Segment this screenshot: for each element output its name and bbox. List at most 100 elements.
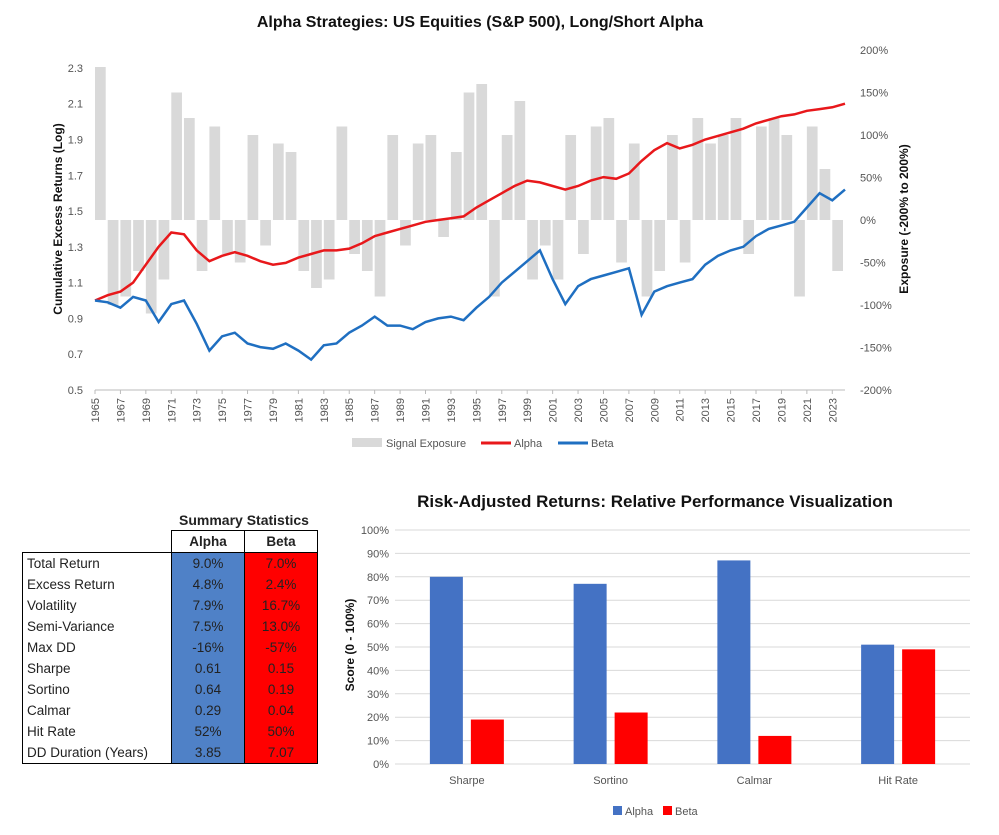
exposure-bar: [450, 152, 462, 220]
chart-axes: 0.5 0.7 0.9 1.1 1.3 1.5 1.7 1.9 2.1 2.3 -200% -150%…: [68, 45, 892, 422]
bar-legend: Alpha Beta: [613, 806, 699, 818]
exposure-bar: [349, 220, 360, 254]
y-tick-label: 0.7: [68, 349, 83, 361]
header-alpha: Alpha: [171, 530, 245, 553]
exposure-bar: [158, 220, 170, 280]
x-tick-label: 2017: [751, 398, 763, 422]
table-row: Calmar 0.29 0.04: [22, 700, 318, 721]
beta-value: 16.7%: [244, 595, 318, 616]
alpha-value: 52%: [171, 721, 245, 742]
exposure-bar: [590, 126, 602, 220]
bar-y-axis-label: Score (0 - 100%): [343, 599, 357, 692]
y-tick-label: 90%: [367, 548, 389, 560]
exposure-bar: [133, 220, 144, 271]
exposure-bar: [222, 220, 233, 254]
y2-tick-label: 0%: [860, 215, 876, 227]
row-label: Semi-Variance: [22, 616, 172, 637]
x-tick-label: 2013: [700, 398, 712, 422]
y-tick-label: 40%: [367, 665, 389, 677]
x-tick-label: 2019: [776, 398, 788, 422]
x-tick-label: 1985: [344, 398, 356, 422]
exposure-bar: [361, 220, 373, 271]
x-tick-label: 2007: [624, 398, 636, 422]
x-tick-label: 1977: [243, 398, 255, 422]
bar-axes: 0% 10% 20% 30% 40% 50% 60% 70% 80% 90% 100% Sharpe S…: [361, 525, 918, 787]
exposure-bars: [95, 67, 843, 314]
x-tick-label: 1997: [497, 398, 509, 422]
exposure-bar: [679, 220, 691, 263]
exposure-bar: [95, 67, 106, 220]
exposure-bar: [501, 135, 513, 220]
exposure-bar: [400, 220, 411, 246]
beta-value: 0.15: [244, 658, 318, 679]
y2-tick-label: -150%: [860, 343, 892, 355]
x-tick-label: 1983: [319, 398, 331, 422]
beta-value: 7.0%: [244, 552, 318, 574]
alpha-value: 0.29: [171, 700, 245, 721]
exposure-bar: [654, 220, 666, 271]
exposure-bar: [616, 220, 627, 263]
legend-label-exposure: Signal Exposure: [386, 438, 466, 450]
exposure-bar: [311, 220, 322, 288]
bar-alpha-hit-rate: [861, 644, 895, 764]
table-row: Excess Return 4.8% 2.4%: [22, 574, 318, 595]
x-tick-label: 2015: [726, 398, 738, 422]
x-tick-label: 2023: [827, 398, 839, 422]
beta-value: 0.04: [244, 700, 318, 721]
row-label: DD Duration (Years): [22, 742, 172, 764]
beta-value: 13.0%: [244, 616, 318, 637]
beta-value: 50%: [244, 721, 318, 742]
x-tick-label: 1995: [471, 398, 483, 422]
y2-tick-label: 200%: [860, 45, 888, 57]
y2-tick-label: 150%: [860, 88, 888, 100]
exposure-bar: [463, 92, 475, 220]
alpha-value: -16%: [171, 637, 245, 658]
y-tick-label: 1.5: [68, 206, 83, 218]
summary-title: Summary Statistics: [179, 512, 309, 528]
exposure-bar: [336, 126, 348, 220]
summary-table: Alpha Beta Total Return 9.0% 7.0% Excess R…: [22, 530, 318, 764]
exposure-bar: [438, 220, 449, 237]
bar-marks: [429, 560, 936, 764]
exposure-bar: [527, 220, 538, 280]
exposure-bar: [832, 220, 843, 271]
x-tick-label: 2003: [573, 398, 585, 422]
exposure-bar: [171, 92, 182, 220]
bar-alpha-sharpe: [429, 576, 463, 764]
y2-tick-label: 100%: [860, 130, 888, 142]
x-tick-label: Sharpe: [449, 775, 484, 787]
table-row: Total Return 9.0% 7.0%: [22, 552, 318, 574]
beta-line: [94, 188, 846, 362]
x-tick-label: 1981: [293, 398, 305, 422]
exposure-bar: [298, 220, 310, 271]
x-tick-label: Calmar: [737, 775, 773, 787]
table-row: Semi-Variance 7.5% 13.0%: [22, 616, 318, 637]
x-tick-label: 1979: [268, 398, 280, 422]
table-row: Volatility 7.9% 16.7%: [22, 595, 318, 616]
y-axis-label: Cumulative Excess Returns (Log): [51, 123, 65, 314]
y-tick-label: 20%: [367, 712, 389, 724]
alpha-value: 7.9%: [171, 595, 245, 616]
exposure-bar: [730, 118, 742, 220]
exposure-bar: [247, 135, 259, 220]
alpha-value: 4.8%: [171, 574, 245, 595]
y-tick-label: 1.7: [68, 170, 83, 182]
header-blank: [22, 530, 172, 553]
exposure-bar: [387, 135, 399, 220]
x-tick-label: 1987: [370, 398, 382, 422]
header-beta: Beta: [244, 530, 318, 553]
exposure-bar: [667, 135, 678, 220]
legend-label-beta: Beta: [675, 806, 699, 818]
row-label: Sharpe: [22, 658, 172, 679]
x-tick-label: 2009: [649, 398, 661, 422]
exposure-bar: [120, 220, 132, 297]
exposure-bar: [196, 220, 208, 271]
y2-tick-label: 50%: [860, 173, 882, 185]
exposure-bar: [705, 143, 716, 220]
table-row: Hit Rate 52% 50%: [22, 721, 318, 742]
y2-tick-label: -100%: [860, 300, 892, 312]
x-tick-label: 1965: [90, 398, 102, 422]
row-label: Total Return: [22, 552, 172, 574]
bar-alpha-calmar: [717, 560, 751, 764]
exposure-bar: [425, 135, 437, 220]
